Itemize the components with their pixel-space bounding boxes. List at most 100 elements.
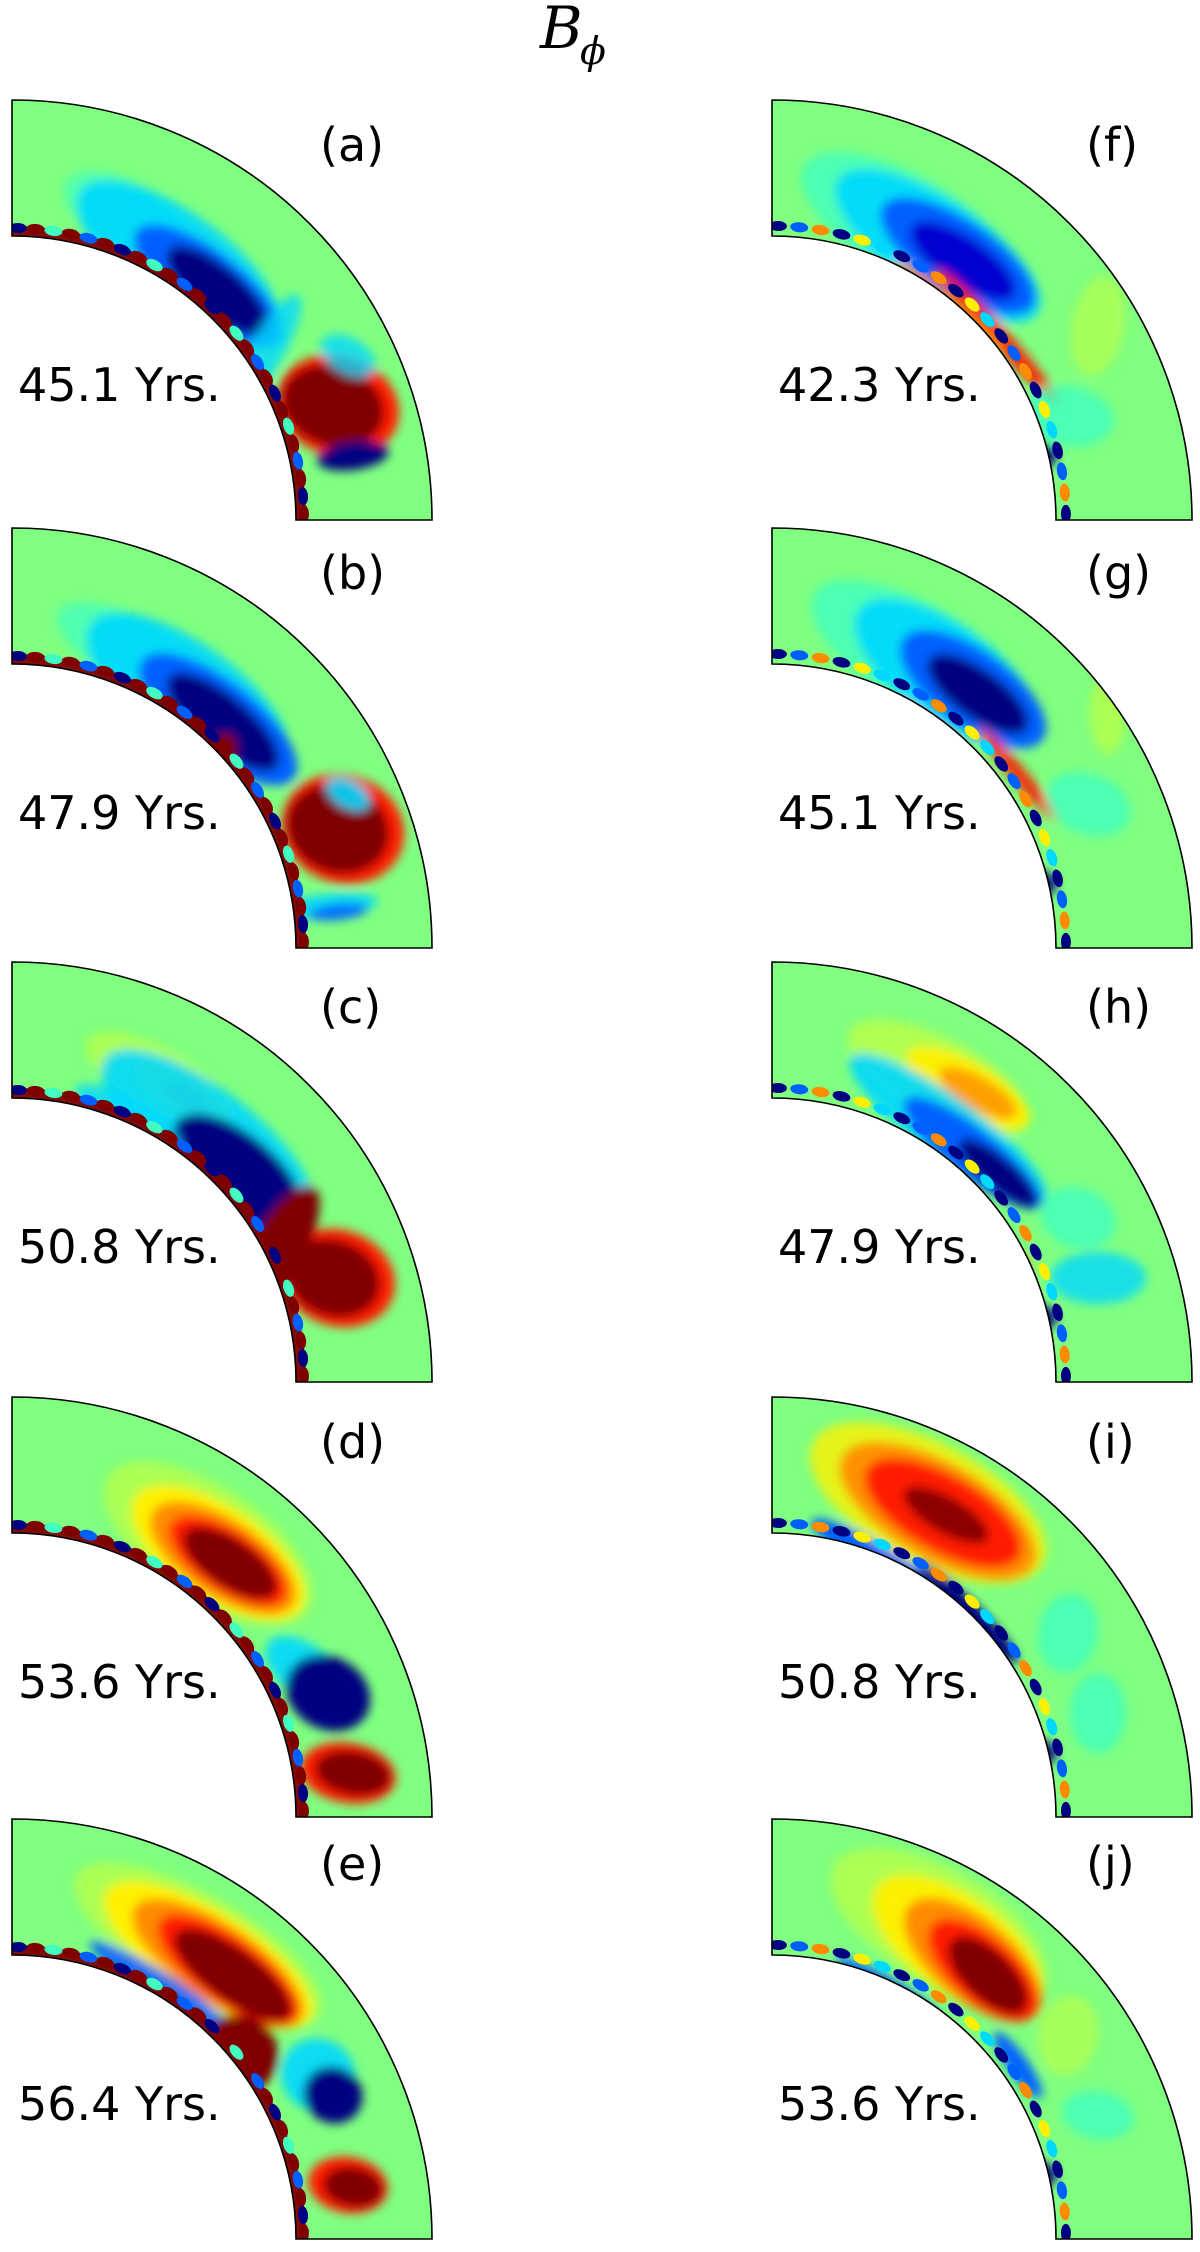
tachocline-blob xyxy=(980,740,995,756)
time-label: 45.1 Yrs. xyxy=(18,358,221,412)
tachocline-blob xyxy=(1038,1698,1051,1716)
tachocline-blob xyxy=(964,725,980,740)
tachocline-blob xyxy=(853,1953,871,1965)
tachocline-blob xyxy=(62,1947,80,1959)
tachocline-blob xyxy=(217,740,232,756)
tachocline-blob xyxy=(288,1731,300,1750)
tachocline-blob xyxy=(1059,483,1070,502)
tachocline-blob xyxy=(113,1540,131,1553)
domain-outline xyxy=(771,961,1193,1383)
tachocline-blob xyxy=(79,232,98,244)
field-contour xyxy=(308,903,368,921)
tachocline-blob xyxy=(912,688,929,701)
contour-panel xyxy=(11,961,433,1383)
tachocline-blob xyxy=(44,653,63,665)
tachocline-blob xyxy=(873,1103,891,1116)
tachocline-blob xyxy=(251,353,265,371)
tachocline-blob xyxy=(79,1529,98,1541)
tachocline-blob xyxy=(832,657,851,668)
tachocline-blob xyxy=(282,417,295,435)
tachocline-blob xyxy=(282,2136,295,2154)
tachocline-blob xyxy=(980,312,995,328)
tachocline-blob xyxy=(204,300,220,315)
tachocline-blob xyxy=(96,665,115,677)
tachocline-blob xyxy=(1060,2223,1071,2239)
tachocline-blob xyxy=(948,283,964,298)
tachocline-blob xyxy=(1056,1759,1068,1778)
field-contour xyxy=(1022,385,1114,447)
panel-letter: (e) xyxy=(320,1837,385,1891)
tachocline-blob xyxy=(964,1594,980,1609)
panel-letter: (a) xyxy=(320,118,385,172)
tachocline-blob xyxy=(964,297,980,312)
tachocline-blob xyxy=(130,1547,147,1560)
tachocline-blob xyxy=(62,1525,80,1537)
tachocline-blob xyxy=(912,260,929,273)
tachocline-blob xyxy=(62,656,80,668)
tachocline-blob xyxy=(161,1129,178,1143)
tachocline-blob xyxy=(260,797,273,814)
tachocline-blob xyxy=(161,1986,178,2000)
tachocline-blob xyxy=(229,325,244,341)
tachocline-blob xyxy=(276,2119,289,2138)
tachocline-blob xyxy=(811,1521,830,1533)
tachocline-blob xyxy=(1038,2120,1051,2138)
tachocline-blob xyxy=(994,2047,1009,2063)
tachocline-blob xyxy=(190,2007,207,2022)
tachocline-blob xyxy=(176,1574,193,1589)
tachocline-blob xyxy=(282,1714,295,1732)
tachocline-blob xyxy=(161,267,178,281)
tachocline-blob xyxy=(176,277,193,292)
contour-panel xyxy=(771,99,1193,521)
tachocline-blob xyxy=(292,1313,304,1332)
tachocline-blob xyxy=(1019,363,1032,380)
tachocline-blob xyxy=(260,1666,273,1683)
tachocline-blob xyxy=(873,669,891,682)
tachocline-blob xyxy=(282,1279,295,1297)
tachocline-blob xyxy=(240,767,255,784)
tachocline-blob xyxy=(1046,420,1058,439)
tachocline-blob xyxy=(832,1948,851,1959)
tachocline-blob xyxy=(1019,2082,1032,2099)
field-contour xyxy=(903,1486,989,1544)
tachocline-blob xyxy=(790,650,809,661)
tachocline-blob xyxy=(297,2206,309,2225)
tachocline-blob xyxy=(994,756,1009,772)
field-contour xyxy=(282,364,384,448)
field-contour xyxy=(1009,1739,1057,1767)
tachocline-blob xyxy=(772,221,787,232)
tachocline-blob xyxy=(1060,504,1071,520)
tachocline-blob xyxy=(269,1681,281,1699)
domain-outline xyxy=(771,527,1193,949)
field-contour xyxy=(1062,2090,1134,2140)
tachocline-blob xyxy=(295,1766,307,1785)
tachocline-blob xyxy=(292,1748,304,1767)
tachocline-blob xyxy=(930,699,947,713)
tachocline-blob xyxy=(251,1215,265,1233)
tachocline-blob xyxy=(1056,462,1068,481)
tachocline-blob xyxy=(772,1940,787,1951)
tachocline-blob xyxy=(113,243,131,256)
tachocline-blob xyxy=(1019,1660,1032,1677)
tachocline-blob xyxy=(298,1366,309,1382)
tachocline-blob xyxy=(873,1960,891,1973)
tachocline-blob xyxy=(964,2016,980,2031)
tachocline-blob xyxy=(288,2153,300,2172)
tachocline-blob xyxy=(26,1942,45,1953)
tachocline-blob xyxy=(297,915,309,934)
tachocline-blob xyxy=(288,1296,300,1315)
tachocline-blob xyxy=(240,339,255,356)
tachocline-blob xyxy=(1019,791,1032,808)
field-contour xyxy=(320,334,376,378)
tachocline-blob xyxy=(853,234,871,246)
tachocline-blob xyxy=(176,705,193,720)
tachocline-blob xyxy=(1052,441,1063,460)
tachocline-blob xyxy=(811,652,830,664)
tachocline-blob xyxy=(229,753,244,769)
tachocline-blob xyxy=(204,2019,220,2034)
tachocline-blob xyxy=(276,1697,289,1716)
tachocline-blob xyxy=(873,1538,891,1551)
field-contour xyxy=(326,776,370,812)
tachocline-blob xyxy=(853,1096,871,1108)
field-contour xyxy=(958,1138,1038,1208)
